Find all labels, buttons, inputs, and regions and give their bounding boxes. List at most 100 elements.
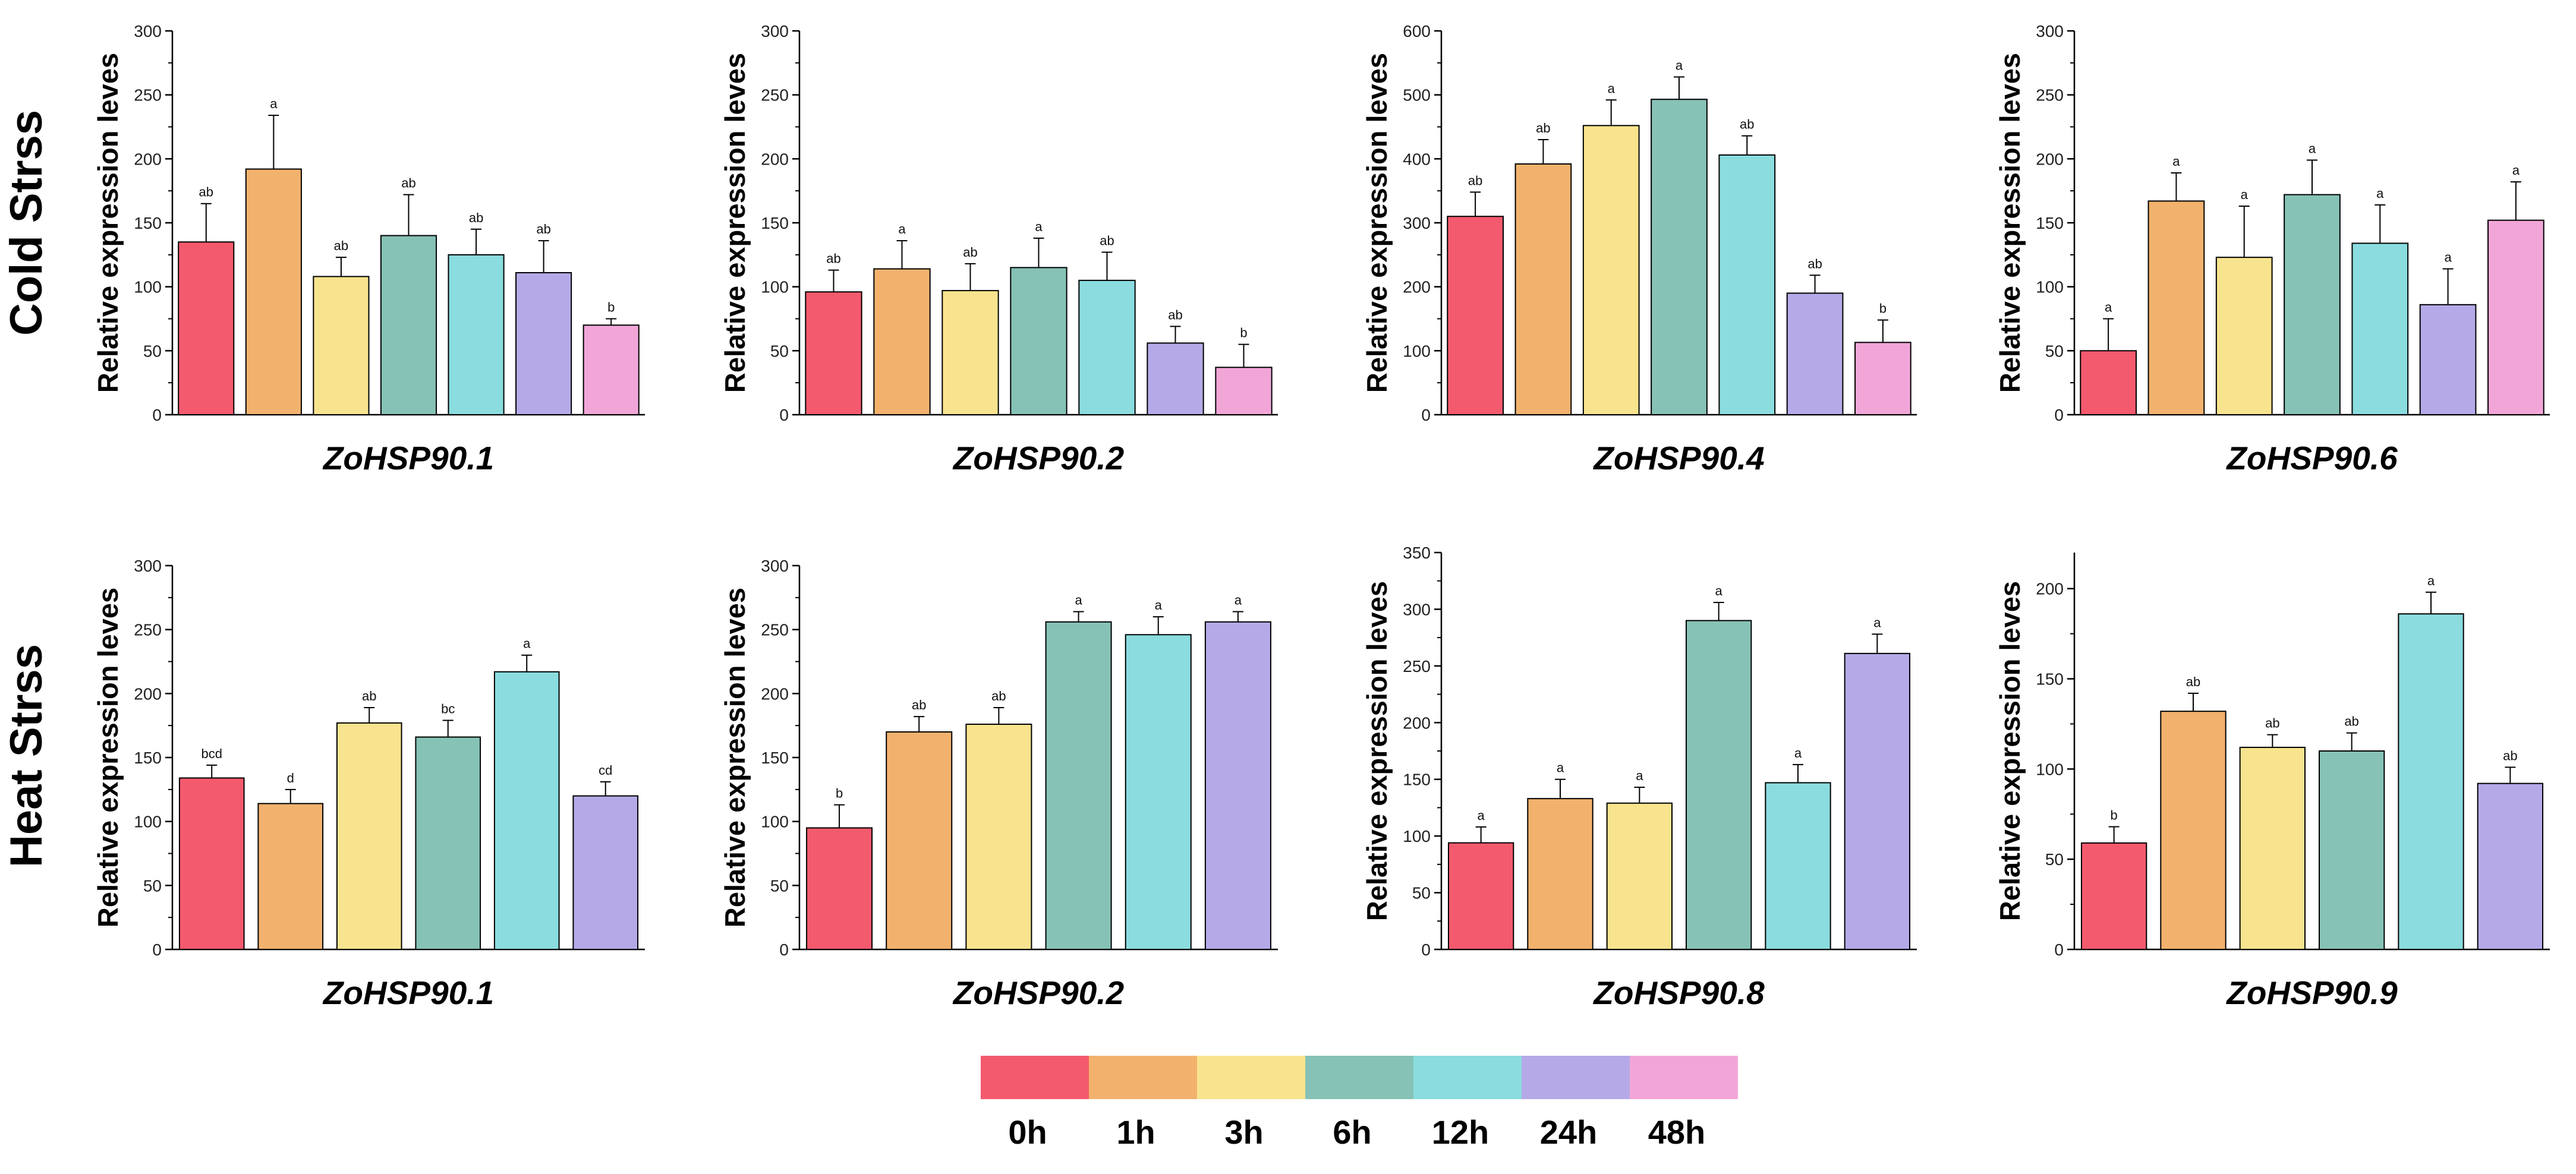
y-tick-label: 200	[2036, 150, 2064, 168]
chart-panel: 0 50 100 150 200 250 300 Relative expression le…	[1994, 22, 2550, 476]
bar-3h	[1606, 802, 1673, 951]
y-tick-label: 150	[2036, 670, 2064, 689]
significance-label: cd	[599, 763, 612, 778]
y-tick-label: 200	[761, 150, 789, 168]
significance-label: a	[1557, 760, 1564, 775]
significance-label: a	[2241, 187, 2249, 202]
significance-label: ab	[1468, 173, 1482, 188]
y-tick-label: 150	[761, 749, 789, 767]
legend-swatch-3h	[1197, 1056, 1305, 1099]
bar-12h	[1765, 782, 1831, 950]
y-axis-label: Relative expression leves	[1994, 53, 2026, 393]
significance-label: ab	[1536, 121, 1550, 135]
y-tick-label: 500	[1403, 86, 1431, 105]
y-tick-label: 50	[770, 876, 789, 895]
y-tick-label: 300	[134, 557, 162, 575]
bar-1h	[2160, 711, 2227, 950]
significance-label: ab	[991, 689, 1006, 703]
bar-12h	[1078, 279, 1136, 415]
y-tick-label: 50	[2045, 342, 2064, 360]
y-tick-label: 150	[134, 749, 162, 767]
significance-label: ab	[2265, 716, 2279, 731]
y-tick-label: 300	[134, 22, 162, 40]
bar-0h	[805, 291, 862, 415]
y-tick-label: 0	[2054, 406, 2064, 424]
legend-swatch-48h	[1630, 1056, 1738, 1099]
significance-label: a	[2309, 141, 2316, 156]
significance-label: a	[270, 96, 278, 111]
y-tick-label: 50	[143, 876, 162, 895]
bar-6h	[380, 235, 437, 415]
y-axis-label: Relative expression leves	[1361, 53, 1393, 393]
y-tick-label: 150	[761, 214, 789, 232]
bar-0h	[2081, 842, 2147, 950]
y-tick-label: 100	[2036, 760, 2064, 778]
significance-label: ab	[826, 251, 840, 266]
chart-panel: 0 100 200 300 400 500 600 Relative expression l…	[1361, 22, 1917, 476]
significance-label: ab	[963, 245, 977, 260]
y-axis-label: Relative expression leves	[92, 588, 124, 927]
significance-label: b	[1240, 326, 1247, 340]
bar-1h	[257, 803, 324, 951]
gene-title: ZoHSP90.4	[1592, 440, 1764, 476]
legend-label: 0h	[1008, 1113, 1047, 1151]
y-tick-label: 0	[2054, 941, 2064, 959]
bar-3h	[336, 722, 402, 950]
bar-3h	[965, 724, 1032, 950]
bar-48h	[2487, 219, 2544, 415]
significance-label: a	[1794, 746, 1802, 760]
bar-24h	[1147, 342, 1204, 415]
y-tick-label: 600	[1403, 22, 1431, 40]
bar-1h	[1527, 798, 1594, 951]
significance-label: ab	[1100, 233, 1114, 248]
significance-label: bc	[441, 702, 455, 717]
bar-24h	[572, 795, 639, 950]
y-tick-label: 250	[134, 86, 162, 105]
significance-label: ab	[2344, 714, 2358, 729]
y-tick-label: 250	[2036, 86, 2064, 105]
gene-title: ZoHSP90.1	[322, 440, 494, 476]
legend-swatch-6h	[1305, 1056, 1413, 1099]
significance-label: a	[1715, 583, 1723, 598]
significance-label: ab	[536, 222, 550, 236]
legend-swatch-12h	[1413, 1056, 1522, 1099]
y-tick-label: 150	[2036, 214, 2064, 232]
gene-title: ZoHSP90.8	[1592, 974, 1765, 1011]
y-tick-label: 300	[2036, 22, 2064, 40]
bar-24h	[1844, 652, 1911, 951]
y-tick-label: 200	[2036, 580, 2064, 598]
legend-label: 3h	[1224, 1113, 1263, 1151]
bar-3h	[2215, 257, 2273, 415]
y-tick-label: 0	[1421, 941, 1431, 959]
y-tick-label: 50	[143, 342, 162, 360]
y-tick-label: 0	[152, 406, 162, 424]
y-tick-label: 200	[1403, 714, 1431, 732]
y-tick-label: 0	[779, 941, 789, 959]
significance-label: a	[2512, 163, 2520, 178]
legend-swatch-1h	[1089, 1056, 1197, 1099]
significance-label: a	[1636, 768, 1643, 783]
y-tick-label: 400	[1403, 150, 1431, 168]
significance-label: a	[523, 636, 531, 651]
y-tick-label: 150	[134, 214, 162, 232]
bar-6h	[1651, 99, 1708, 416]
significance-label: a	[1075, 593, 1082, 608]
legend-swatch-0h	[981, 1056, 1089, 1099]
gene-title: ZoHSP90.1	[322, 974, 494, 1011]
y-tick-label: 50	[2045, 850, 2064, 869]
bar-48h	[1215, 367, 1273, 415]
bar-0h	[806, 827, 873, 951]
y-tick-label: 250	[761, 86, 789, 105]
significance-label: ab	[1168, 307, 1182, 322]
bar-12h	[1125, 634, 1192, 950]
bar-6h	[2319, 750, 2385, 950]
bar-6h	[1686, 620, 1752, 950]
significance-label: a	[2376, 186, 2384, 201]
y-tick-label: 250	[761, 621, 789, 639]
bar-24h	[2419, 304, 2477, 416]
bar-1h	[873, 268, 931, 415]
significance-label: a	[1676, 58, 1683, 73]
row-label: Heat Strss	[1, 644, 52, 867]
gene-title: ZoHSP90.9	[2225, 974, 2398, 1011]
